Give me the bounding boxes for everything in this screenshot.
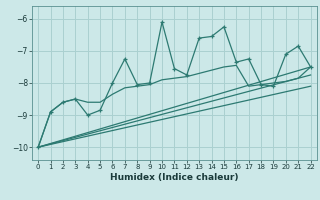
X-axis label: Humidex (Indice chaleur): Humidex (Indice chaleur) — [110, 173, 239, 182]
